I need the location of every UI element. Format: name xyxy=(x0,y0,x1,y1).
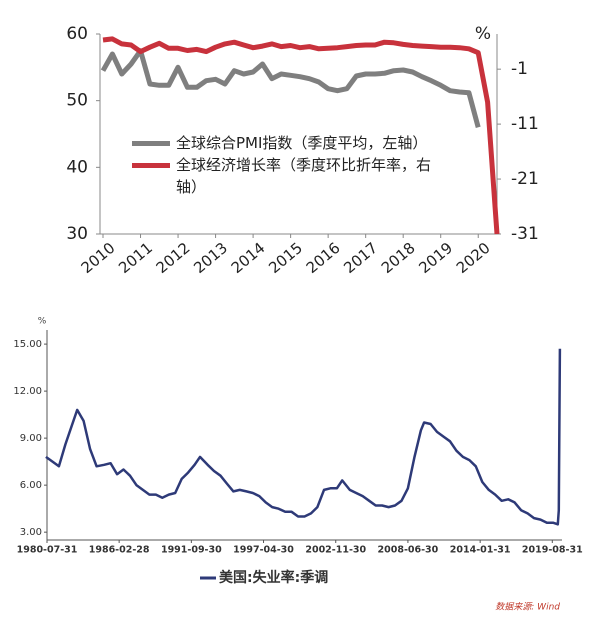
x-tick-label: 2016 xyxy=(303,239,344,277)
legend: 全球综合PMI指数（季度平均，左轴） 全球经济增长率（季度环比折年率，右轴） xyxy=(132,132,432,198)
y-tick-label: 9.00 xyxy=(20,433,42,444)
legend-label: 全球综合PMI指数（季度平均，左轴） xyxy=(176,134,428,152)
x-tick-label: 2010 xyxy=(78,239,119,277)
y2-tick-label: -1 xyxy=(511,59,528,79)
x-tick-label: 2020 xyxy=(453,239,494,277)
legend-item: 全球综合PMI指数（季度平均，左轴） xyxy=(132,132,432,154)
x-tick-label: 2012 xyxy=(153,239,194,277)
y-tick-label: 60 xyxy=(66,24,88,44)
x-tick-label: 2013 xyxy=(190,239,231,277)
source-note: 数据来源: Wind xyxy=(495,602,560,613)
y-tick-label: 30 xyxy=(66,224,88,244)
x-tick-label: 2008-06-30 xyxy=(378,545,439,556)
x-tick-label: 2018 xyxy=(378,239,419,277)
y2-tick-label: -31 xyxy=(511,224,539,244)
x-tick-label: 2002-11-30 xyxy=(305,545,366,556)
x-tick-label: 2014-01-31 xyxy=(450,545,511,556)
y-tick-label: 12.00 xyxy=(13,386,42,397)
line xyxy=(102,36,500,235)
legend-label: 全球经济增长率（季度环比折年率，右轴） xyxy=(176,156,432,196)
legend-swatch xyxy=(132,141,170,146)
y-tick-label: 3.00 xyxy=(20,527,42,538)
y-tick-label: 50 xyxy=(66,91,88,111)
y-tick-label: 15.00 xyxy=(13,339,42,350)
y-tick-label: 40 xyxy=(66,157,88,177)
x-tick-label: 2011 xyxy=(115,239,156,277)
y-axis-label: % xyxy=(38,317,47,327)
x-tick-label: 2019 xyxy=(415,239,456,277)
legend-label: 美国:失业率:季调 xyxy=(219,569,328,586)
y2-tick-label: -21 xyxy=(511,169,539,189)
x-tick-label: 1991-09-30 xyxy=(161,545,222,556)
legend-swatch xyxy=(132,163,170,168)
x-tick-label: 1980-07-31 xyxy=(17,545,78,556)
x-tick-label: 2017 xyxy=(340,239,381,277)
x-tick-label: 1986-02-28 xyxy=(89,545,150,556)
y2-axis-label: % xyxy=(475,24,491,44)
x-tick-label: 2019-08-31 xyxy=(522,545,583,556)
x-tick-label: 2015 xyxy=(265,239,306,277)
y2-tick-label: -11 xyxy=(511,114,539,134)
line xyxy=(100,48,481,128)
line xyxy=(45,348,562,526)
legend-item: 全球经济增长率（季度环比折年率，右轴） xyxy=(132,154,432,198)
x-tick-label: 1997-04-30 xyxy=(233,545,294,556)
y-tick-label: 6.00 xyxy=(20,480,42,491)
x-tick-label: 2014 xyxy=(228,239,269,277)
